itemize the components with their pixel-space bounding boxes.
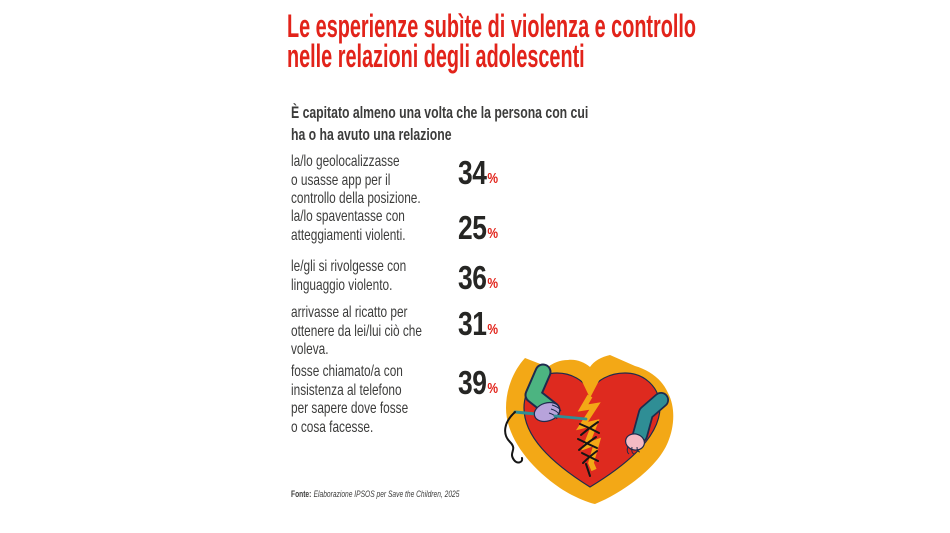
source-note: Fonte: Elaborazione IPSOS per Save the Ch… <box>291 489 459 499</box>
stat-number: 36 <box>458 259 487 296</box>
page-title: Le esperienze subìte di violenza e contr… <box>287 8 697 74</box>
stat-row-geolocalization: la/lo geolocalizzasse o usasse app per i… <box>291 153 671 209</box>
right-hand <box>624 433 646 451</box>
stat-row-blackmail: arrivasse al ricatto per ottenere da lei… <box>291 304 671 360</box>
question-subtitle: È capitato almeno una volta che la perso… <box>291 103 589 144</box>
stat-value: 34% <box>458 154 499 191</box>
stat-row-insistent-calls: fosse chiamato/a con insistenza al telef… <box>291 363 671 437</box>
stat-value: 36% <box>458 259 499 296</box>
percent-sign: % <box>487 225 499 242</box>
percent-sign: % <box>487 170 499 187</box>
stat-row-violent-language: le/gli si rivolgesse con linguaggio viol… <box>291 258 671 295</box>
stat-value: 31% <box>458 305 499 342</box>
stat-label: arrivasse al ricatto per ottenere da lei… <box>291 304 422 358</box>
stat-number: 31 <box>458 305 487 342</box>
needle-tip-icon <box>553 414 588 421</box>
percent-sign: % <box>487 321 499 338</box>
right-hand-fingers <box>626 445 641 455</box>
stat-label: la/lo spaventasse con atteggiamenti viol… <box>291 208 406 244</box>
stat-row-violent-behaviour: la/lo spaventasse con atteggiamenti viol… <box>291 208 671 245</box>
crack-notch <box>578 373 603 398</box>
stat-value: 25% <box>458 209 499 246</box>
right-arm-sleeve <box>633 393 668 442</box>
left-hand <box>533 401 561 423</box>
source-label: Fonte: <box>291 489 312 499</box>
stat-label: fosse chiamato/a con insistenza al telef… <box>291 363 409 436</box>
broken-heart-stitched-by-hands-icon <box>504 355 674 504</box>
stitches <box>577 421 600 477</box>
stat-value: 39% <box>458 364 499 401</box>
stat-number: 34 <box>458 154 487 191</box>
stat-label: la/lo geolocalizzasse o usasse app per i… <box>291 153 421 207</box>
percent-sign: % <box>487 380 499 397</box>
percent-sign: % <box>487 275 499 292</box>
thread <box>504 411 524 464</box>
stat-label: le/gli si rivolgesse con linguaggio viol… <box>291 258 407 294</box>
stat-number: 25 <box>458 209 487 246</box>
source-text: Elaborazione IPSOS per Save the Children… <box>313 489 460 499</box>
stat-number: 39 <box>458 364 487 401</box>
